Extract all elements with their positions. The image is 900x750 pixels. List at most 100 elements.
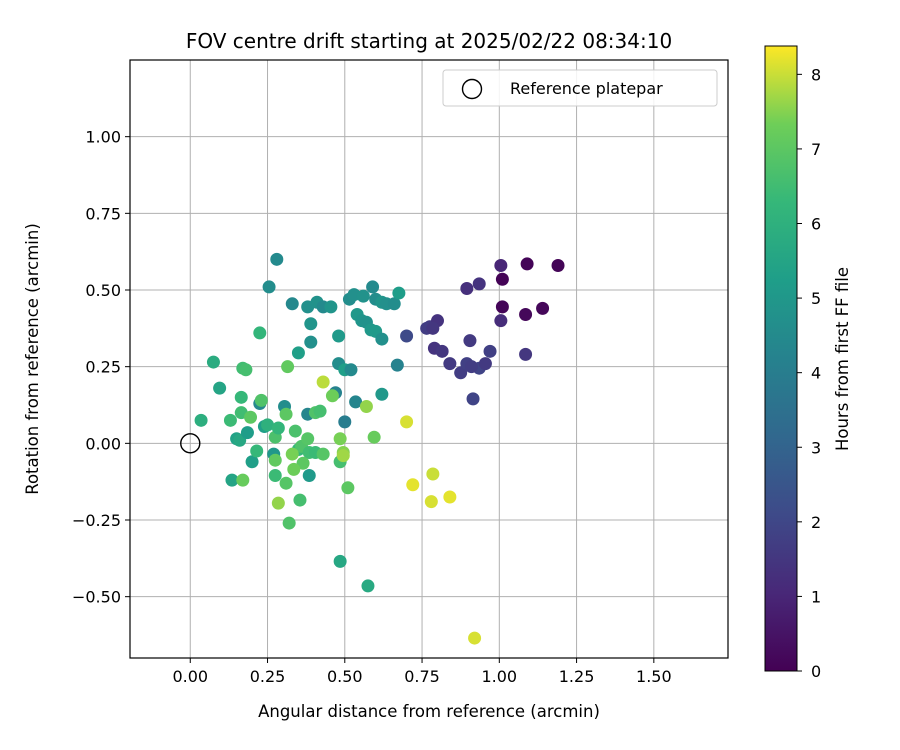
data-point <box>281 360 295 374</box>
data-point <box>282 516 296 530</box>
y-tick-label: 0.75 <box>85 204 121 223</box>
grid-lines <box>130 60 728 658</box>
data-point <box>268 469 282 483</box>
colorbar-tick-label: 6 <box>811 215 821 234</box>
x-tick-label: 0.75 <box>404 667 440 686</box>
data-point <box>236 473 250 487</box>
colorbar-tick-label: 1 <box>811 587 821 606</box>
data-point <box>520 257 534 271</box>
data-point <box>254 393 268 407</box>
data-point <box>400 415 414 429</box>
data-point <box>443 490 457 504</box>
data-point <box>519 308 533 322</box>
data-point <box>359 400 373 414</box>
data-point <box>291 346 305 360</box>
data-point <box>495 272 509 286</box>
legend-marker-open-circle <box>461 78 483 100</box>
data-point <box>271 496 285 510</box>
data-point <box>239 363 253 377</box>
data-point <box>225 473 239 487</box>
data-point <box>194 413 208 427</box>
data-point <box>234 390 248 404</box>
data-point <box>245 455 259 469</box>
x-tick-label: 0.00 <box>172 667 208 686</box>
data-point <box>464 360 478 374</box>
data-point <box>494 314 508 328</box>
data-point <box>478 357 492 371</box>
data-point <box>472 277 486 291</box>
data-point <box>367 430 381 444</box>
data-points <box>194 252 565 645</box>
data-point <box>262 280 276 294</box>
legend: Reference platepar <box>442 69 718 107</box>
x-tick-label: 1.25 <box>559 667 595 686</box>
data-point <box>244 410 258 424</box>
data-point <box>296 456 310 470</box>
data-point <box>302 469 316 483</box>
data-point <box>304 335 318 349</box>
data-point <box>261 418 275 432</box>
data-point <box>435 344 449 358</box>
y-tick-label: 0.00 <box>85 434 121 453</box>
data-point <box>426 467 440 481</box>
data-point <box>536 301 550 315</box>
data-point <box>361 579 375 593</box>
data-point <box>285 447 299 461</box>
legend-box <box>442 69 718 107</box>
data-point <box>443 357 457 371</box>
data-point <box>338 415 352 429</box>
x-tick-label: 1.50 <box>636 667 672 686</box>
colorbar-tick-label: 3 <box>811 438 821 457</box>
data-point <box>519 347 533 361</box>
data-point <box>387 297 401 311</box>
data-point <box>424 495 438 509</box>
colorbar: 0 1 2 3 4 5 6 7 8 Hours from first FF file <box>764 45 852 681</box>
data-point <box>375 332 389 346</box>
data-point <box>250 444 264 458</box>
reference-marker <box>180 433 201 454</box>
colorbar-tick-label: 5 <box>811 289 821 308</box>
data-point <box>494 258 508 272</box>
data-point <box>324 300 338 314</box>
data-point <box>332 329 346 343</box>
data-point <box>375 387 389 401</box>
plot-frame <box>129 59 729 659</box>
data-point <box>206 355 220 369</box>
colorbar-tick-label: 4 <box>811 364 821 383</box>
y-tick-label: −0.50 <box>72 588 121 607</box>
data-point <box>213 381 227 395</box>
data-point <box>483 344 497 358</box>
x-tick-label: 0.25 <box>250 667 286 686</box>
x-tick-label: 1.00 <box>481 667 517 686</box>
colorbar-gradient <box>764 45 798 672</box>
data-point <box>268 453 282 467</box>
data-point <box>460 281 474 295</box>
data-point <box>466 392 480 406</box>
colorbar-label: Hours from first FF file <box>833 267 852 451</box>
data-point <box>316 375 330 389</box>
x-axis-ticks: 0.00 0.25 0.50 0.75 1.00 1.25 1.50 <box>172 658 672 686</box>
y-tick-label: 0.25 <box>85 358 121 377</box>
data-point <box>253 326 267 340</box>
colorbar-tick-label: 2 <box>811 513 821 532</box>
data-point <box>301 432 315 446</box>
data-point <box>240 426 254 440</box>
data-point <box>313 404 327 418</box>
colorbar-tick-label: 0 <box>811 662 821 681</box>
data-point <box>285 297 299 311</box>
data-point <box>223 413 237 427</box>
data-point <box>400 329 414 343</box>
data-point <box>551 258 565 272</box>
x-axis-title: Angular distance from reference (arcmin) <box>258 702 600 721</box>
data-point <box>304 317 318 331</box>
data-point <box>270 252 284 266</box>
data-point <box>325 389 339 403</box>
data-point <box>468 631 482 645</box>
data-point <box>333 432 347 446</box>
y-tick-label: −0.25 <box>72 511 121 530</box>
data-point <box>288 424 302 438</box>
data-point <box>356 289 370 303</box>
data-point <box>344 363 358 377</box>
y-tick-label: 0.50 <box>85 281 121 300</box>
